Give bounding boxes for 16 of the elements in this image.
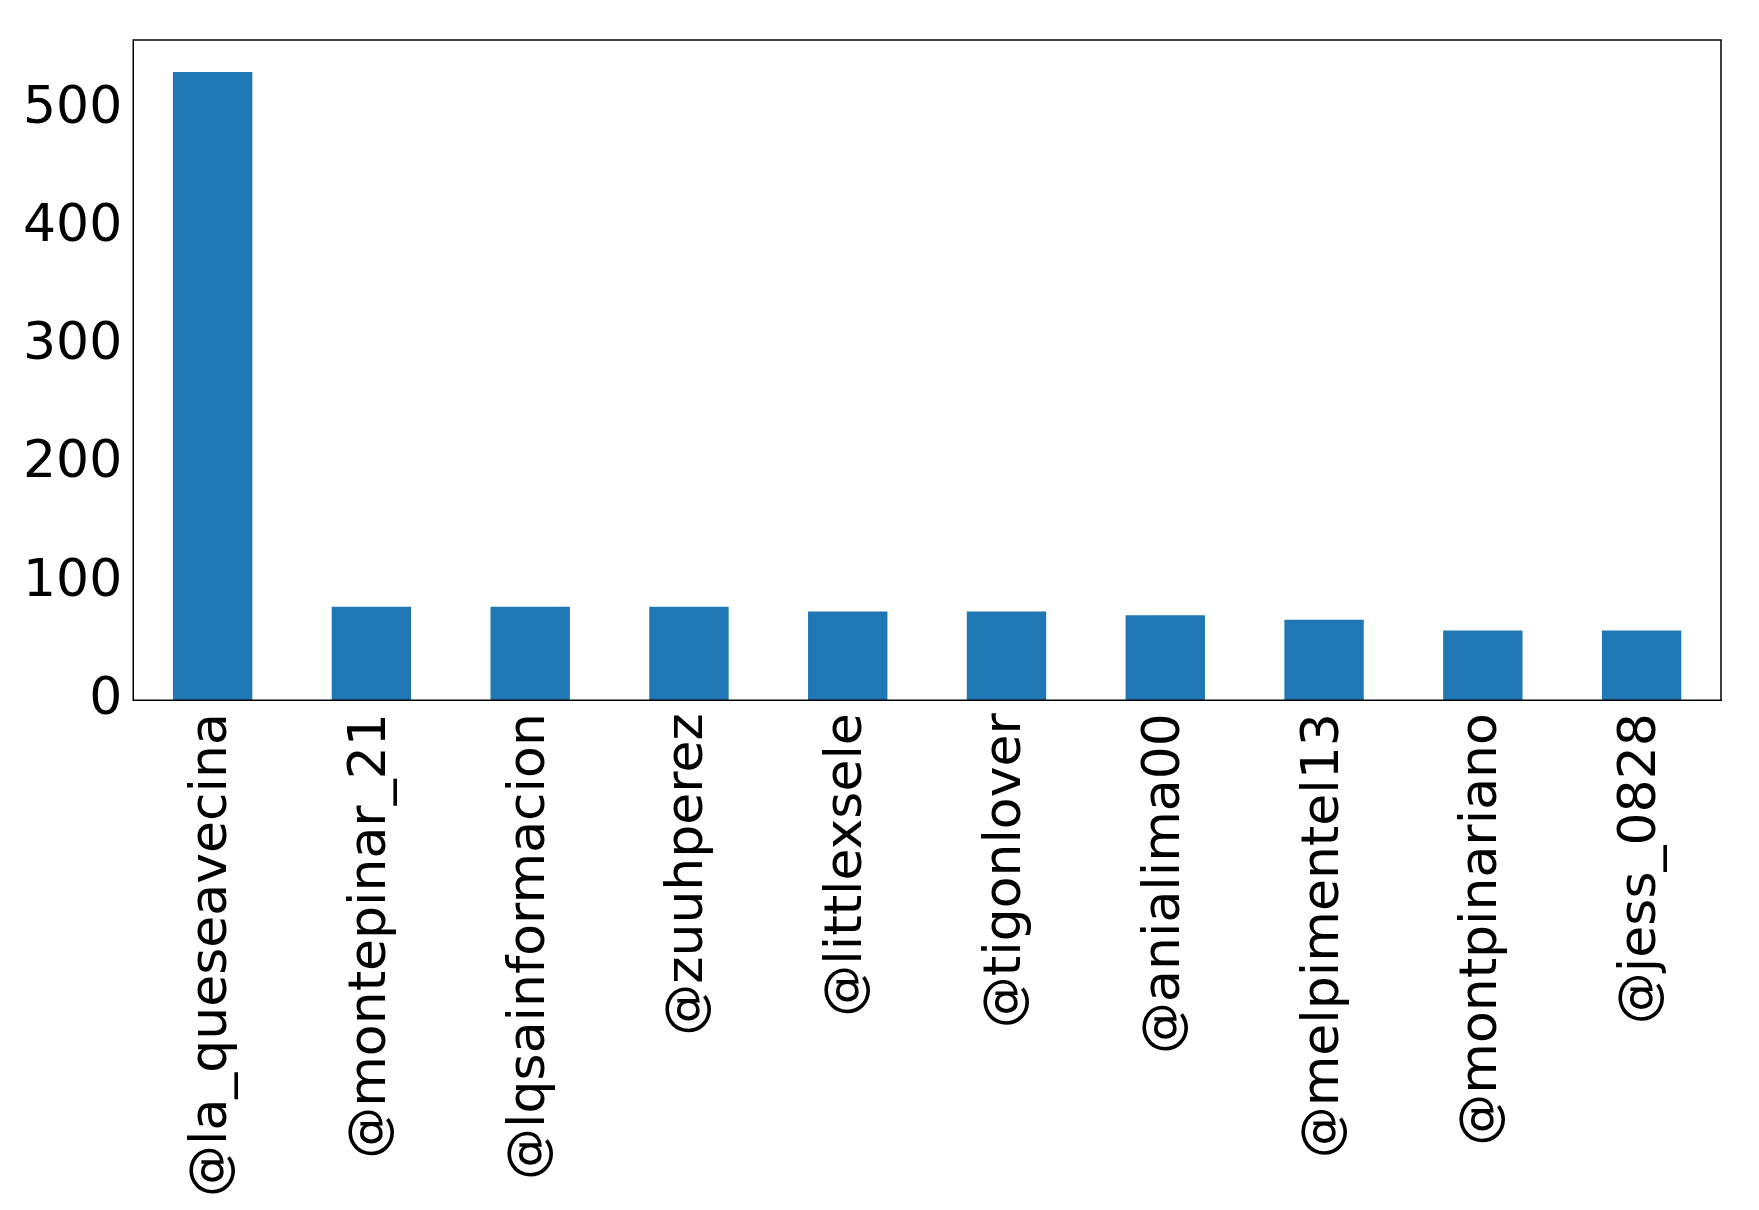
y-tick-label: 200 [22, 429, 123, 490]
x-tick-label: @montpinariano [1448, 713, 1509, 1146]
x-tick-label: @la_queseavecina [178, 713, 239, 1197]
x-tick-label: @lqsainformacion [495, 713, 556, 1180]
x-tick-label: @melpimentel13 [1289, 713, 1350, 1159]
y-tick-label: 300 [22, 311, 123, 372]
x-tick-label: @littlexsele [813, 713, 874, 1017]
x-tick-label: @zuuhperez [654, 713, 715, 1036]
y-tick-label: 100 [22, 547, 123, 608]
y-tick-label: 0 [89, 665, 123, 726]
x-tick-label: @montepinar_21 [336, 713, 397, 1159]
y-tick-label: 500 [22, 75, 123, 136]
x-tick-label: @anialima00 [1130, 713, 1191, 1054]
x-tick-label: @jess_0828 [1607, 713, 1668, 1025]
y-tick-label: 400 [22, 193, 123, 254]
x-tick-label: @tigonlover [972, 712, 1033, 1029]
